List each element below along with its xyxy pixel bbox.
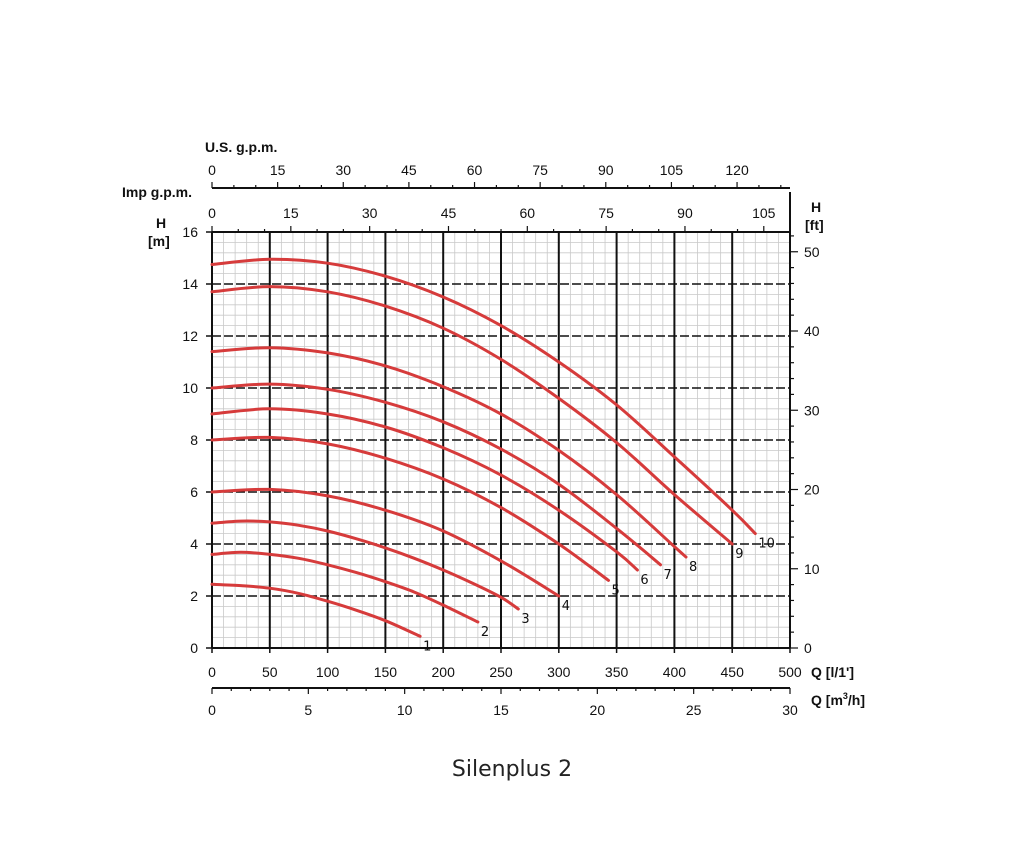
x2-tick-label: 20: [590, 702, 606, 718]
series-4-label: 4: [562, 599, 570, 614]
top-imp-axis-label: Imp g.p.m.: [122, 184, 192, 200]
us-tick-label: 60: [467, 162, 483, 178]
y2-tick-label: 40: [804, 323, 820, 339]
y-tick-label: 10: [182, 380, 198, 396]
x-tick-label: 100: [316, 664, 340, 680]
y2-tick-label: 50: [804, 244, 820, 260]
series-9-curve: [210, 285, 734, 546]
imp-tick-label: 75: [598, 205, 614, 221]
y-tick-label: 16: [182, 224, 198, 240]
y-tick-label: 8: [190, 432, 198, 448]
series-7-curve: [210, 382, 662, 567]
y2-tick-label: 0: [804, 640, 812, 656]
us-tick-label: 105: [660, 162, 684, 178]
series-10-label: 10: [758, 537, 775, 552]
y2-tick-label: 10: [804, 561, 820, 577]
us-tick-label: 120: [725, 162, 749, 178]
us-tick-label: 15: [270, 162, 286, 178]
y-tick-label: 14: [182, 276, 198, 292]
x2-tick-label: 25: [686, 702, 702, 718]
x-tick-label: 150: [374, 664, 398, 680]
y-tick-label: 4: [190, 536, 198, 552]
x-tick-label: 300: [547, 664, 571, 680]
imp-tick-label: 15: [283, 205, 299, 221]
x-tick-label: 0: [208, 664, 216, 680]
series-3-curve: [210, 519, 520, 611]
chart-series: [210, 257, 757, 638]
x2-tick-label: 15: [493, 702, 509, 718]
imp-tick-label: 30: [362, 205, 378, 221]
x-tick-label: 200: [432, 664, 456, 680]
series-8-curve: [210, 346, 688, 559]
series-6-label: 6: [640, 573, 648, 588]
us-tick-label: 30: [335, 162, 351, 178]
series-3-label: 3: [521, 612, 529, 627]
y2-tick-label: 30: [804, 402, 820, 418]
x2-tick-label: 5: [304, 702, 312, 718]
imp-tick-label: 0: [208, 205, 216, 221]
x2-tick-label: 10: [397, 702, 413, 718]
chart-caption: Silenplus 2: [451, 757, 573, 782]
imp-tick-label: 105: [752, 205, 776, 221]
series-4-curve: [210, 487, 561, 598]
x-tick-label: 500: [778, 664, 802, 680]
x-tick-label: 350: [605, 664, 629, 680]
y-tick-label: 0: [190, 640, 198, 656]
y-tick-label: 12: [182, 328, 198, 344]
us-tick-label: 75: [532, 162, 548, 178]
x-tick-label: 250: [489, 664, 513, 680]
imp-tick-label: 90: [677, 205, 693, 221]
series-7-label: 7: [664, 568, 672, 583]
y-tick-label: 6: [190, 484, 198, 500]
x2-axis-label: Q [m3/h]: [811, 691, 865, 708]
x-tick-label: 450: [721, 664, 745, 680]
us-tick-label: 45: [401, 162, 417, 178]
series-5-curve: [210, 435, 610, 582]
series-6-curve: [210, 407, 639, 572]
y-tick-label: 2: [190, 588, 198, 604]
series-2-label: 2: [481, 625, 489, 640]
x-axis-label: Q [l/1']: [811, 664, 854, 680]
series-1-curve: [210, 582, 422, 638]
x-tick-label: 50: [262, 664, 278, 680]
y2-axis-label-bottom: [ft]: [805, 217, 824, 233]
series-5-label: 5: [612, 583, 620, 598]
series-10-curve: [210, 257, 757, 536]
y2-tick-label: 20: [804, 482, 820, 498]
series-9-label: 9: [735, 547, 743, 562]
series-labels: 1 2 3 4 5 6 7 8 9 10: [423, 537, 775, 655]
y2-axis-label-top: H: [811, 199, 821, 215]
x-tick-label: 400: [663, 664, 687, 680]
series-2-curve: [210, 550, 480, 624]
us-tick-label: 90: [598, 162, 614, 178]
series-8-label: 8: [689, 560, 697, 575]
us-tick-label: 0: [208, 162, 216, 178]
x2-tick-label: 30: [782, 702, 798, 718]
top-us-axis-label: U.S. g.p.m.: [205, 139, 277, 155]
series-1-label: 1: [423, 639, 431, 654]
y-axis-label-bottom: [m]: [148, 233, 170, 249]
imp-tick-label: 45: [441, 205, 457, 221]
imp-tick-label: 60: [520, 205, 536, 221]
x2-tick-label: 0: [208, 702, 216, 718]
y-axis-label-top: H: [156, 215, 166, 231]
